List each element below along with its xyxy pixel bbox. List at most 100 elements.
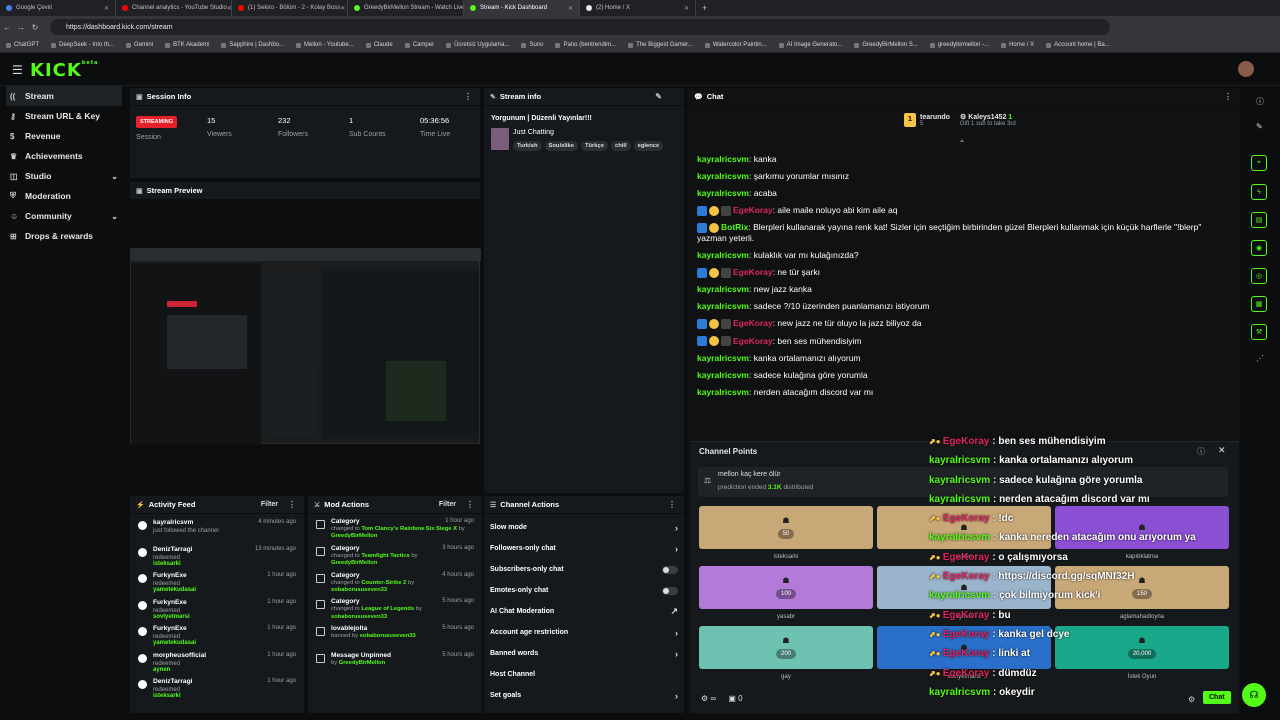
- bookmark-item[interactable]: Gemini: [126, 42, 153, 48]
- bookmark-item[interactable]: Account home | Ba...: [1046, 42, 1110, 48]
- stream-tag[interactable]: Türkçe: [580, 141, 608, 151]
- document-icon[interactable]: ▤: [1251, 212, 1267, 228]
- reward-card[interactable]: ☗ aynen: [877, 506, 1051, 560]
- activity-user[interactable]: DenizTarragi: [153, 545, 193, 553]
- bookmark-item[interactable]: ChatGPT: [6, 42, 39, 48]
- channel-action-host-channel[interactable]: Host Channel: [484, 664, 684, 685]
- info-icon[interactable]: ⓘ: [1256, 97, 1264, 106]
- chat-username[interactable]: kayralricsvm: [697, 369, 749, 380]
- reward-card[interactable]: ☗ 50 isteksarki: [699, 506, 873, 560]
- bookmark-item[interactable]: The Biggest Gamer...: [628, 42, 693, 48]
- sidebar-item-studio[interactable]: ◫ Studio ⌄: [0, 166, 128, 186]
- sidebar-item-stream-url-key[interactable]: ⚷ Stream URL & Key: [0, 106, 128, 126]
- close-icon[interactable]: ✕: [1218, 445, 1226, 455]
- sidebar-item-community[interactable]: ☺ Community ⌄: [0, 206, 128, 226]
- broadcast-icon[interactable]: ◎: [1251, 268, 1267, 284]
- mod-filter-button[interactable]: Filter: [438, 501, 456, 508]
- bookmark-item[interactable]: Claude: [365, 42, 393, 48]
- back-icon[interactable]: ←: [3, 22, 11, 32]
- channel-action-account-age-restriction[interactable]: Account age restriction ›: [484, 622, 684, 643]
- chat-username[interactable]: kayralricsvm: [697, 154, 749, 164]
- chat-username[interactable]: kayralricsvm: [697, 171, 749, 182]
- channel-action-emotes-only-chat[interactable]: Emotes-only chat: [484, 580, 684, 601]
- share-icon[interactable]: ⋰: [1256, 354, 1264, 363]
- chat-username[interactable]: BotRix: [721, 222, 749, 233]
- close-icon[interactable]: ✕: [567, 5, 573, 12]
- bookmark-item[interactable]: AI Image Generato...: [778, 42, 842, 48]
- channel-action-banned-words[interactable]: Banned words ›: [484, 643, 684, 664]
- chevron-down-icon[interactable]: ⌄: [111, 171, 118, 181]
- bookmark-item[interactable]: Mellon - Youtube...: [296, 42, 354, 48]
- chevron-right-icon[interactable]: ›: [675, 648, 678, 659]
- channel-action-slow-mode[interactable]: Slow mode ›: [484, 517, 684, 538]
- chevron-right-icon[interactable]: ›: [675, 690, 678, 701]
- reward-card[interactable]: ☗ 200 gay: [699, 626, 873, 680]
- chat-username[interactable]: kayralricsvm: [697, 301, 749, 312]
- activity-user[interactable]: FurkynExe: [153, 572, 187, 579]
- chevron-right-icon[interactable]: ›: [675, 522, 678, 533]
- reward-card[interactable]: ☗ aynen: [877, 566, 1051, 620]
- sidebar-item-stream[interactable]: ((Stream: [6, 86, 122, 106]
- chat-username[interactable]: EgeKoray: [733, 335, 773, 346]
- sidebar-item-revenue[interactable]: $ Revenue: [0, 126, 128, 146]
- chat-username[interactable]: kayralricsvm: [697, 352, 749, 363]
- prediction-card[interactable]: ⚖ mellon kaç kere ölür prediction ended …: [698, 467, 1228, 497]
- reward-card[interactable]: ☗ 20,000 İstek Oyun: [1055, 626, 1229, 680]
- crosshair-icon[interactable]: ⌖: [1251, 155, 1267, 171]
- menu-icon[interactable]: ☰: [12, 63, 23, 77]
- chat-username[interactable]: kayralricsvm: [697, 386, 749, 397]
- chevron-right-icon[interactable]: ›: [675, 627, 678, 638]
- settings-icon[interactable]: ⚙: [1188, 695, 1196, 704]
- expand-icon[interactable]: ⩡: [960, 138, 964, 145]
- close-icon[interactable]: ✕: [683, 5, 689, 12]
- stream-tag[interactable]: chill: [610, 141, 631, 151]
- more-icon[interactable]: ⋮: [288, 500, 296, 509]
- activity-filter-button[interactable]: Filter: [260, 501, 278, 508]
- channel-action-followers-only-chat[interactable]: Followers-only chat ›: [484, 538, 684, 559]
- channel-action-ai-chat-moderation[interactable]: AI Chat Moderation ↗: [484, 601, 684, 622]
- browser-tab[interactable]: (2) Home / X ✕: [580, 0, 696, 16]
- bookmark-item[interactable]: GreedyBirMellon S...: [854, 42, 918, 48]
- more-icon[interactable]: ⋮: [464, 92, 472, 101]
- bookmark-item[interactable]: Ücretsiz Uygulama...: [446, 42, 509, 48]
- bookmark-item[interactable]: Suno: [521, 42, 543, 48]
- bookmark-item[interactable]: DeepSeek - Into th...: [51, 42, 114, 48]
- sidebar-item-moderation[interactable]: ⛨ Moderation: [0, 186, 128, 206]
- bookmark-item[interactable]: Home / X: [1001, 42, 1034, 48]
- bookmark-item[interactable]: BTK Akademi: [165, 42, 209, 48]
- toggle-switch[interactable]: [662, 586, 678, 595]
- activity-user[interactable]: FurkynExe: [153, 625, 187, 632]
- chat-username[interactable]: EgeKoray: [733, 267, 773, 278]
- chat-username[interactable]: EgeKoray: [733, 205, 773, 216]
- toggle-switch[interactable]: [662, 565, 678, 574]
- more-icon[interactable]: ⋮: [668, 500, 676, 509]
- bookmark-item[interactable]: Pano (bentrendim...: [555, 42, 616, 48]
- forward-icon[interactable]: →: [17, 22, 25, 32]
- close-icon[interactable]: ✕: [340, 5, 346, 12]
- bookmark-item[interactable]: Sapphire | Dashbo...: [221, 42, 284, 48]
- browser-tab[interactable]: Google Çeviri ✕: [0, 0, 116, 16]
- reward-card[interactable]: ☗ sovlyetmarsi: [877, 626, 1051, 680]
- help-icon[interactable]: ☊: [1242, 683, 1266, 707]
- more-icon[interactable]: ⋮: [1224, 92, 1232, 101]
- chevron-down-icon[interactable]: ⌄: [111, 211, 118, 221]
- wrench-icon[interactable]: ⚒: [1251, 324, 1267, 340]
- activity-user[interactable]: kayralricsvm: [153, 519, 194, 526]
- reload-icon[interactable]: ↻: [31, 22, 39, 32]
- stream-tag[interactable]: Turkish: [513, 141, 542, 151]
- browser-tab[interactable]: Stream - Kick Dashboard ✕: [464, 0, 580, 16]
- activity-user[interactable]: morpheusofficial: [153, 651, 207, 659]
- reward-card[interactable]: ☗ kapıbklatma: [1055, 506, 1229, 560]
- avatar[interactable]: [1238, 61, 1254, 77]
- browser-tab[interactable]: Channel analytics - YouTube Studio ✕: [116, 0, 232, 16]
- sidebar-item-drops-rewards[interactable]: ⊞ Drops & rewards: [0, 226, 128, 246]
- chat-username[interactable]: kayralricsvm: [697, 188, 749, 199]
- chat-send-button[interactable]: Chat: [1203, 691, 1231, 704]
- close-icon[interactable]: ✕: [226, 5, 232, 12]
- calendar-icon[interactable]: ▦: [1251, 296, 1267, 312]
- stream-tag[interactable]: Soulslike: [544, 141, 578, 151]
- more-icon[interactable]: ⋮: [466, 500, 474, 509]
- reward-card[interactable]: ☗ 150 aglamahadioyna: [1055, 566, 1229, 620]
- sidebar-item-achievements[interactable]: ♛ Achievements: [0, 146, 128, 166]
- pencil-icon[interactable]: ✎: [655, 92, 662, 101]
